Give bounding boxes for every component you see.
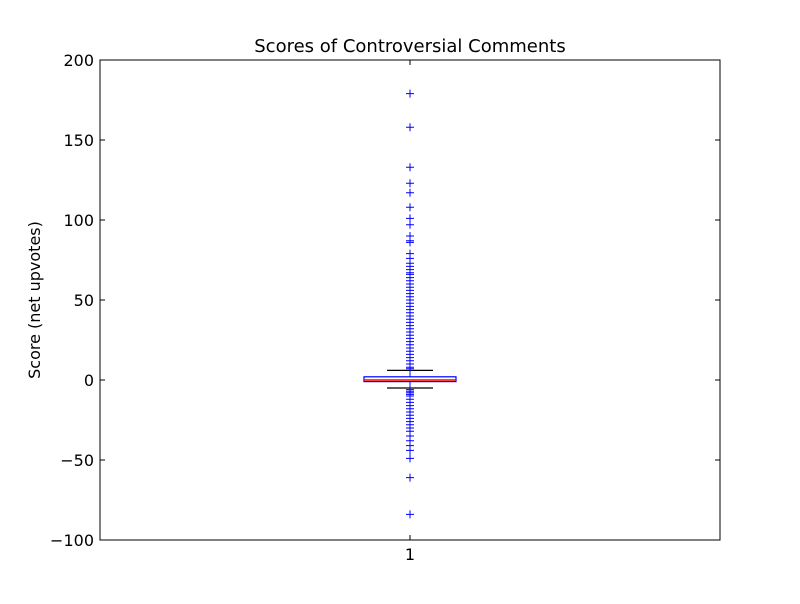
plot-area: −100 −50 0 50 100 150 200 1 <box>50 51 720 564</box>
flier-point <box>406 163 414 172</box>
flier-point <box>406 473 414 482</box>
flier-point <box>406 179 414 188</box>
chart-title: Scores of Controversial Comments <box>254 36 565 57</box>
x-tick-label: 1 <box>405 545 415 564</box>
flier-point <box>406 89 414 98</box>
flier-point <box>406 364 414 373</box>
y-tick-label: 0 <box>84 371 94 390</box>
y-axis-label: Score (net upvotes) <box>25 221 44 379</box>
flier-point <box>406 220 414 229</box>
flier-point <box>406 510 414 519</box>
flier-point <box>406 203 414 212</box>
y-tick-label: 100 <box>63 211 94 230</box>
flier-point <box>406 238 414 247</box>
flier-point <box>406 123 414 132</box>
flier-point <box>406 446 414 455</box>
plot-frame <box>99 59 721 541</box>
y-tick-label: 200 <box>63 51 94 70</box>
y-tick-label: −100 <box>50 531 94 550</box>
box-iqr <box>363 376 457 383</box>
y-tick-label: 50 <box>74 291 94 310</box>
flier-point <box>406 454 414 463</box>
y-tick-label: −50 <box>60 451 94 470</box>
y-tick-label: 150 <box>63 131 94 150</box>
flier-point <box>406 188 414 197</box>
